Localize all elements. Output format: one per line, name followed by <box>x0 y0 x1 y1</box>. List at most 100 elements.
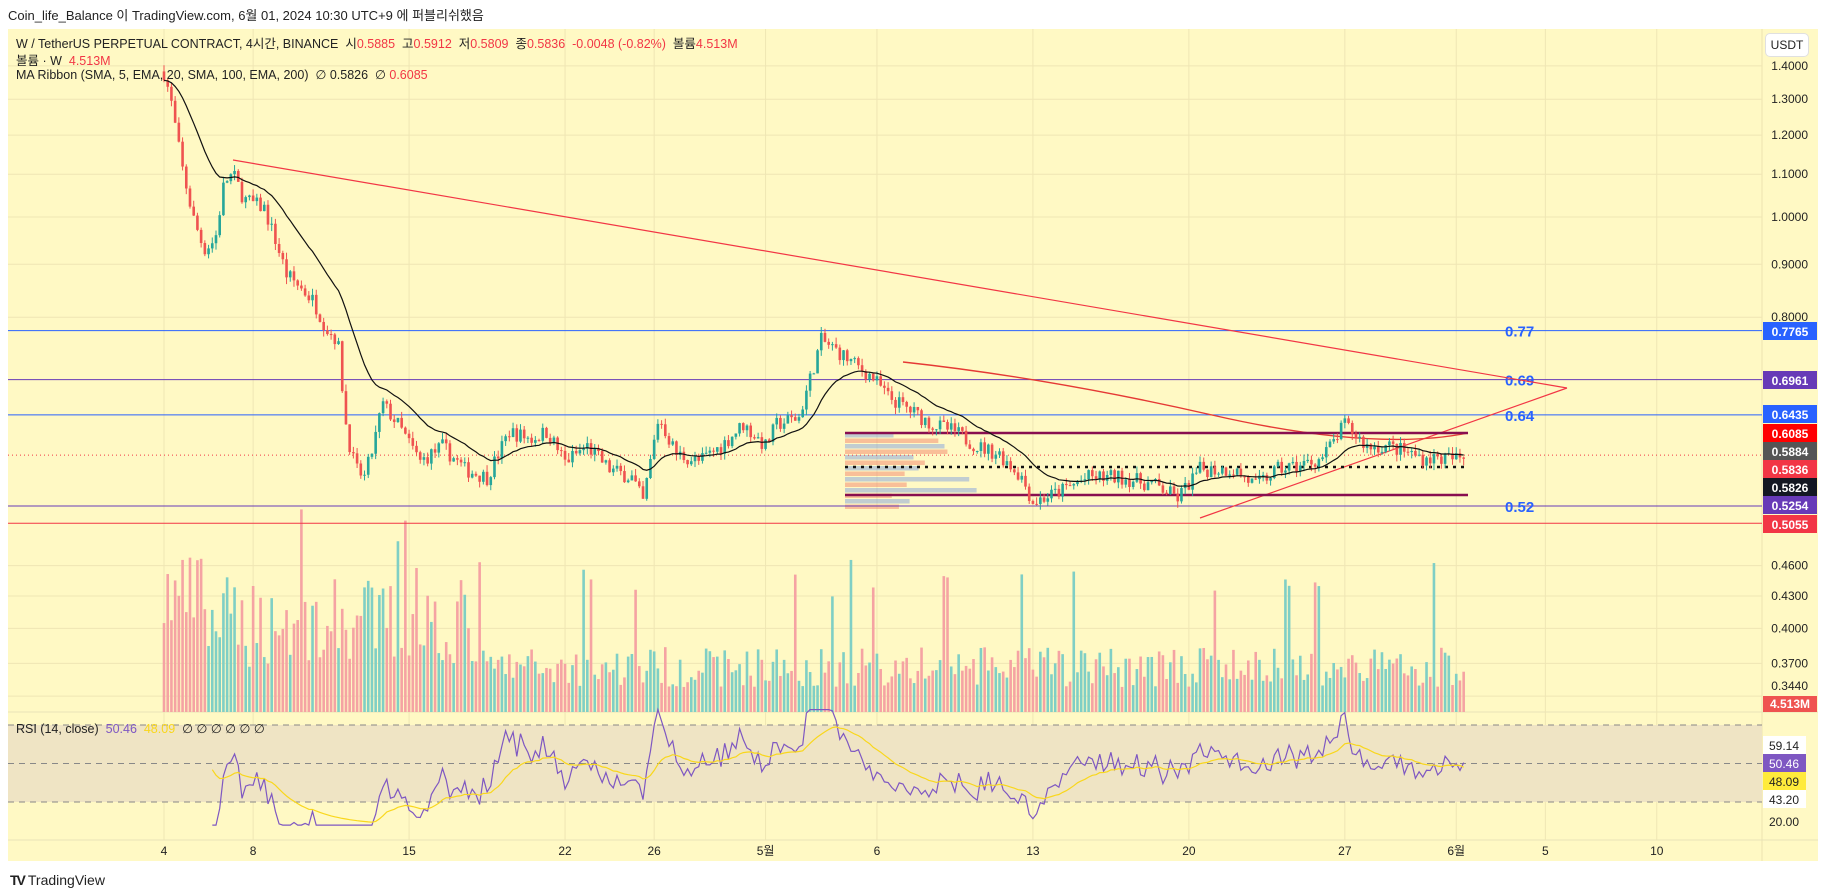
candle-body <box>641 486 645 499</box>
candle-body <box>1176 493 1180 502</box>
volume-bar <box>1380 652 1384 712</box>
symbol-title[interactable]: W / TetherUS PERPETUAL CONTRACT, 4시간, BI… <box>16 37 339 51</box>
volume-bar <box>548 668 552 712</box>
candle-body <box>196 215 199 230</box>
volume-bar <box>998 673 1001 712</box>
candle-body <box>808 373 812 391</box>
volume-bar <box>1306 674 1310 712</box>
candle-body <box>756 437 760 439</box>
candle-body <box>240 181 244 203</box>
rsi-band <box>8 725 1762 802</box>
candle-body <box>300 285 303 289</box>
volume-bar <box>1365 678 1369 712</box>
candle-body <box>734 433 738 437</box>
volume-bar <box>638 666 641 712</box>
candle-body <box>1425 457 1428 466</box>
volume-bar <box>392 656 396 712</box>
tradingview-logo[interactable]: TV TradingView <box>10 872 105 888</box>
axes: 1.4000 1.3000 1.2000 1.1000 1.0000 0.9000 0.80… <box>161 59 1809 858</box>
candle-body <box>1213 466 1217 475</box>
time-tick-label: 15 <box>402 844 416 858</box>
volume-bar <box>415 567 418 712</box>
candle-body <box>689 461 693 465</box>
high-label: 고 <box>402 37 414 51</box>
candle-body <box>619 465 623 472</box>
volume-bar <box>805 660 808 712</box>
candle-body <box>415 445 418 453</box>
ma-value-1: 0.5826 <box>329 68 369 82</box>
ma-ribbon-legend[interactable]: MA Ribbon (SMA, 5, EMA, 20, SMA, 100, EM… <box>16 67 428 82</box>
candle-body <box>1053 488 1057 490</box>
candle-body <box>901 397 905 402</box>
candle-body <box>912 406 916 413</box>
candle-body <box>1343 418 1347 423</box>
volume-bar <box>786 673 790 712</box>
candle-body <box>444 439 448 444</box>
drawings[interactable] <box>232 159 1568 519</box>
candle-body <box>400 417 403 428</box>
volume-badge: 4.513M <box>1763 696 1817 712</box>
volume-bar <box>229 613 233 712</box>
candle-body <box>1321 457 1324 460</box>
volume-bar <box>1269 681 1272 712</box>
candle-body <box>482 471 485 482</box>
candle-body <box>749 425 753 438</box>
volume-bar <box>311 605 314 712</box>
volume-bar <box>1388 659 1391 712</box>
volume-bar <box>322 649 325 712</box>
volume-bar <box>868 662 871 712</box>
candle-body <box>738 423 741 434</box>
candle-body <box>812 373 816 375</box>
volume-legend[interactable]: 볼륨 · W 4.513M <box>16 50 111 69</box>
volume-bar <box>1369 658 1373 712</box>
candle-body <box>630 475 634 481</box>
candle-body <box>1358 436 1361 439</box>
volume-bar <box>719 686 723 712</box>
candle-body <box>686 460 689 465</box>
candle-body <box>526 437 530 439</box>
volume-bar <box>656 668 660 712</box>
candle-body <box>210 243 214 249</box>
volume-bar <box>496 659 500 712</box>
candle-body <box>805 390 808 410</box>
volume-bar <box>300 509 303 712</box>
volume-bar <box>975 684 979 712</box>
price-tick-label: 0.3440 <box>1771 679 1808 693</box>
volume-bar <box>259 597 262 712</box>
candle-body <box>571 450 574 463</box>
candle-body <box>1369 444 1373 450</box>
low-label: 저 <box>458 37 471 51</box>
volume-bar <box>1150 656 1154 712</box>
volume-bar <box>255 643 259 712</box>
candle-body <box>1135 473 1139 482</box>
volume-bar <box>1287 585 1291 712</box>
volume-bar <box>641 682 645 712</box>
rsi-legend[interactable]: RSI (14, close) 50.46 48.09 ∅ ∅ ∅ ∅ ∅ ∅ <box>16 721 265 736</box>
candle-body <box>430 449 433 464</box>
volume-bar <box>1224 664 1228 712</box>
candle-body <box>515 428 519 442</box>
candle-body <box>868 373 871 380</box>
low-value: 0.5809 <box>470 37 509 51</box>
volume-bar <box>340 608 344 712</box>
volume-bar <box>314 601 318 712</box>
fib-label: 0.64 <box>1505 408 1535 425</box>
candle-body <box>1239 468 1243 477</box>
volume-bar <box>251 585 255 712</box>
rsi-empty-values: ∅ ∅ ∅ ∅ ∅ ∅ <box>182 722 265 736</box>
currency-button[interactable]: USDT <box>1765 33 1809 57</box>
time-tick-label: 6월 <box>1447 844 1465 858</box>
volume-bar <box>374 648 377 712</box>
volume-legend-value: 4.513M <box>68 54 111 68</box>
price-badge-bg <box>1763 496 1817 514</box>
volume-bar <box>1447 655 1451 712</box>
candle-body <box>916 406 920 411</box>
candle-body <box>467 462 470 478</box>
volume-bar <box>1313 582 1317 712</box>
close-label: 종 <box>515 37 527 51</box>
volume-bar <box>608 672 611 712</box>
fib-label: 0.77 <box>1505 324 1534 341</box>
volume-bar <box>1250 679 1254 712</box>
volume-bar <box>1295 675 1298 712</box>
